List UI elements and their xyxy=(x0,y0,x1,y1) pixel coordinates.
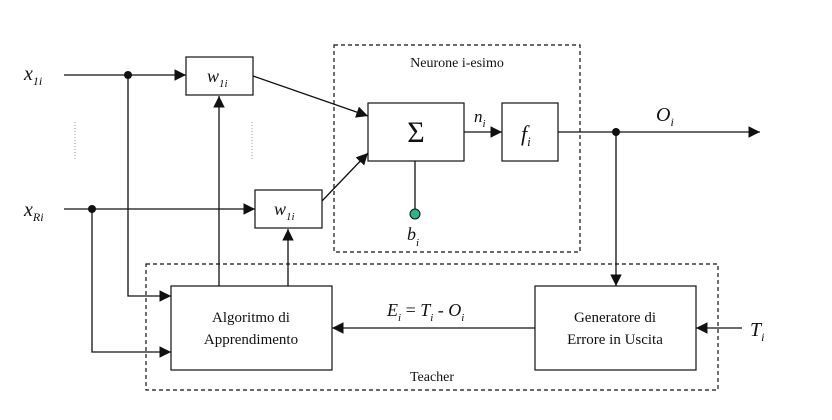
algorithm-line2: Apprendimento xyxy=(204,332,298,348)
input-x1-label: x1i xyxy=(23,63,42,88)
weight-bottom-label: w1i xyxy=(274,199,295,223)
algorithm-line1: Algoritmo di xyxy=(212,310,290,326)
generator-line2: Errore in Uscita xyxy=(567,332,663,348)
input-xR-label: xRi xyxy=(23,199,44,224)
output-label: Oi xyxy=(656,104,674,129)
net-label: ni xyxy=(474,107,486,130)
neuron-region-label: Neurone i-esimo xyxy=(410,56,504,71)
target-label: Ti xyxy=(750,319,764,344)
activation-box xyxy=(501,102,559,162)
generator-line1: Generatore di xyxy=(574,310,656,326)
w-top-to-sum xyxy=(252,75,369,118)
xR-to-algo xyxy=(91,209,171,358)
weight-top-label: w1i xyxy=(207,66,228,90)
teacher-region xyxy=(145,263,719,391)
neuron-region xyxy=(333,44,581,253)
teacher-label: Teacher xyxy=(410,370,454,385)
sum-symbol: Σ xyxy=(407,116,424,149)
error-equation: Ei = Ti - Oi xyxy=(386,300,464,324)
generator-box xyxy=(534,285,697,371)
weight-top-box xyxy=(185,56,254,96)
sum-box xyxy=(367,102,465,162)
x1-to-algo xyxy=(127,75,171,302)
w-bottom-to-sum xyxy=(321,152,369,202)
weight-bottom-box xyxy=(254,189,323,229)
algorithm-box xyxy=(170,285,333,371)
bias-label: bi xyxy=(407,224,419,249)
bias-node xyxy=(409,208,421,220)
activation-label: fi xyxy=(521,121,531,149)
